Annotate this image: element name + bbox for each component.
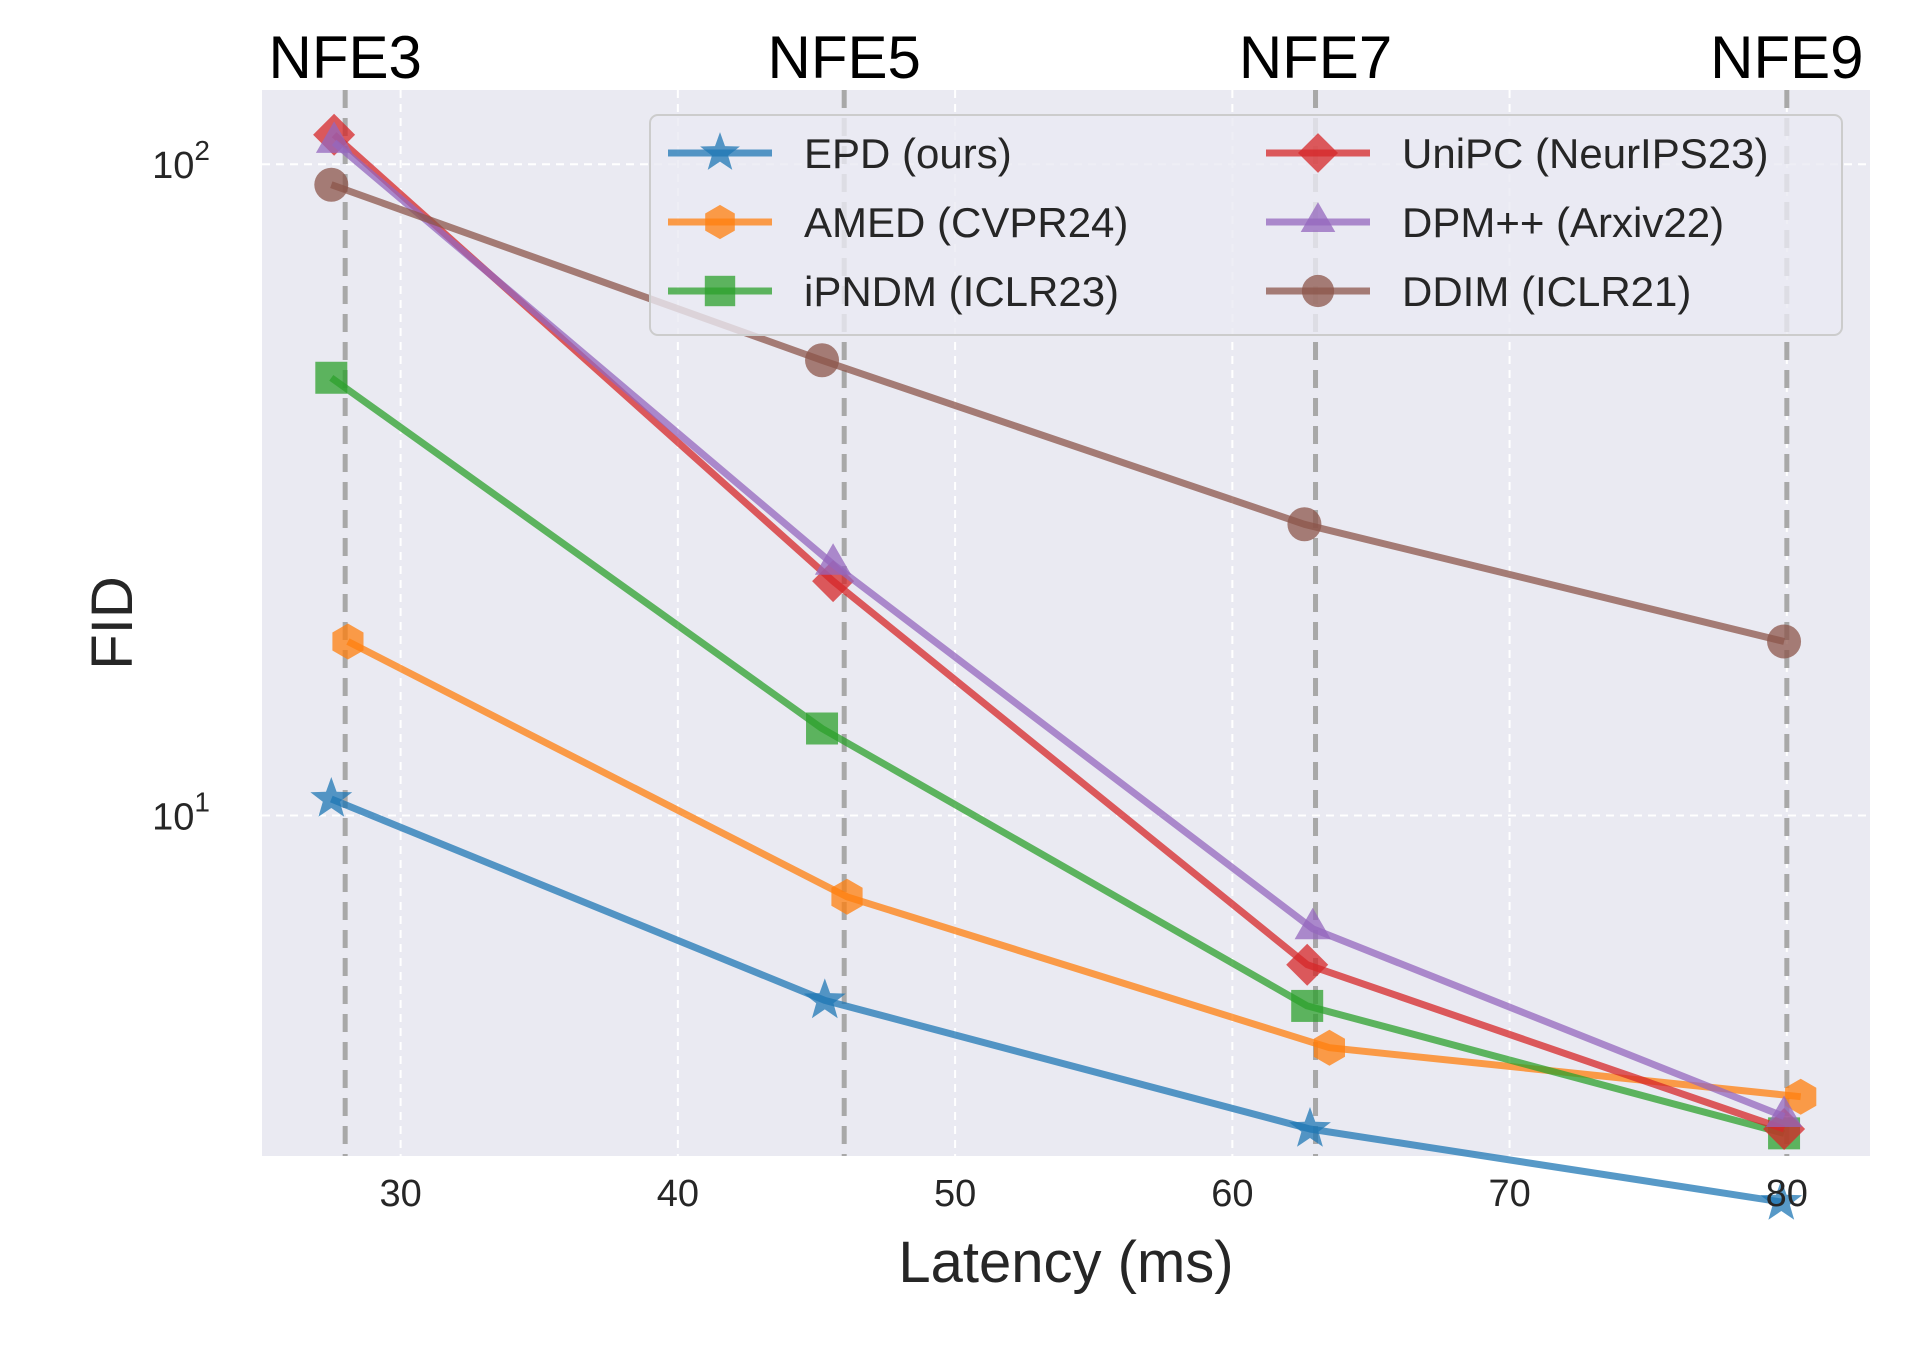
data-point [1286,943,1329,986]
data-point [1760,1180,1803,1220]
legend-marker [700,132,740,170]
nfe-label: NFE7 [1239,24,1392,91]
data-point [332,623,364,660]
nfe-label: NFE3 [268,24,421,91]
legend-marker [704,275,736,307]
x-ticks: 30 40 50 60 70 80 [379,1173,1807,1215]
series-5 [314,167,1802,659]
legend-item: DDIM (ICLR21) [1266,268,1691,315]
legend: EPD (ours) AMED (CVPR24) iPNDM (ICLR23) Uni… [649,114,1843,336]
data-point [1767,624,1802,659]
data-point [1313,1029,1345,1066]
legend-item: UniPC (NeurIPS23) [1266,130,1768,177]
legend-marker [1298,133,1338,173]
series-0 [310,777,1803,1220]
x-tick-label: 30 [379,1173,421,1215]
series-line [331,139,1786,1120]
data-point [1287,507,1322,542]
series-line [330,181,1785,645]
x-tick-label: 70 [1488,1173,1530,1215]
y-ticks: 101 102 [152,135,210,838]
series-group [310,113,1817,1220]
y-tick-label: 101 [152,786,210,838]
data-point [803,978,846,1019]
legend-item: AMED (CVPR24) [668,199,1128,246]
data-point [1294,907,1331,940]
legend-label: DPM++ (Arxiv22) [1402,199,1724,246]
series-line [329,795,1782,1206]
legend-item: iPNDM (ICLR23) [668,268,1119,315]
data-point [806,712,839,745]
data-point [315,121,353,153]
legend-label: DDIM (ICLR21) [1402,268,1691,315]
nfe-label: NFE5 [768,24,921,91]
y-tick-label: 102 [152,135,210,187]
x-tick-label: 80 [1766,1173,1808,1215]
series-4 [315,121,1803,1127]
x-tick-label: 50 [934,1173,976,1215]
legend-marker [705,204,735,240]
data-point [814,543,852,575]
x-tick-label: 60 [1211,1173,1253,1215]
data-point [310,777,353,817]
legend-box [649,114,1843,336]
x-axis-title: Latency (ms) [898,1230,1233,1295]
legend-label: AMED (CVPR24) [804,199,1128,246]
nfe-labels: NFE3 NFE5 NFE7 NFE9 [268,24,1863,91]
legend-label: UniPC (NeurIPS23) [1402,130,1768,177]
legend-marker [1301,274,1335,308]
data-point [314,167,349,202]
data-point [831,878,863,915]
y-axis-title: FID [80,576,145,669]
nfe-label: NFE9 [1710,24,1863,91]
series-line [329,374,1786,1137]
legend-item: EPD (ours) [668,130,1012,177]
data-point [1291,989,1324,1022]
legend-marker [1300,202,1336,232]
data-point [1289,1107,1331,1147]
x-tick-label: 40 [657,1173,699,1215]
legend-item: DPM++ (Arxiv22) [1266,199,1724,246]
series-2 [315,361,1801,1150]
data-point [1765,1095,1803,1127]
data-point [805,343,840,378]
legend-label: EPD (ours) [804,130,1012,177]
legend-label: iPNDM (ICLR23) [804,268,1119,315]
data-point [315,361,348,394]
data-point [1785,1078,1817,1115]
